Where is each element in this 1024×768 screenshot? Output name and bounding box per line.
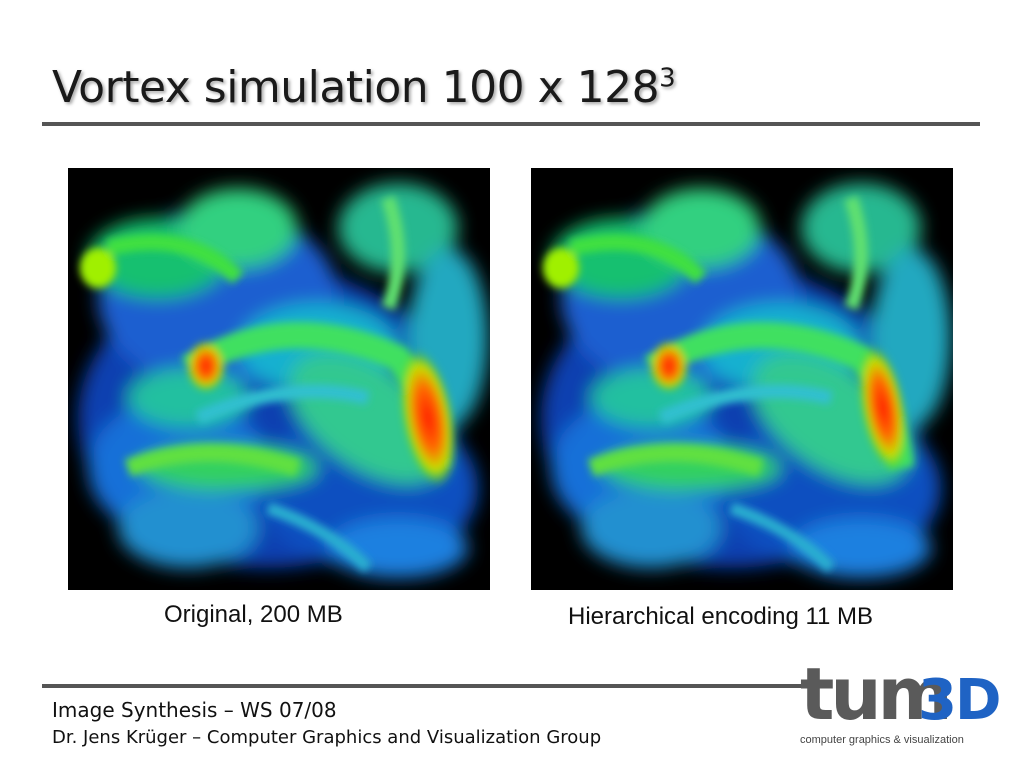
footer-divider <box>42 684 832 688</box>
logo-mark-3d: 3D <box>918 668 1001 733</box>
caption-hierarchical-encoding: Hierarchical encoding 11 MB <box>568 603 874 630</box>
slide-title-exponent: 3 <box>659 63 676 94</box>
logo-mark-tum: tum <box>800 652 953 736</box>
title-divider <box>42 122 980 126</box>
footer-course: Image Synthesis – WS 07/08 <box>52 698 337 722</box>
vortex-render-image <box>531 168 953 590</box>
vortex-render-image <box>68 168 490 590</box>
slide-title-text: Vortex simulation 100 x 128 <box>52 62 660 113</box>
slide-title: Vortex simulation 100 x 1283 <box>52 62 676 113</box>
figure-encoded-render <box>531 168 953 590</box>
figure-original-render <box>68 168 490 590</box>
logo-tagline: computer graphics & visualization <box>800 734 964 746</box>
tum3d-logo: tum 3D computer graphics & visualization <box>796 652 1001 756</box>
footer-author: Dr. Jens Krüger – Computer Graphics and … <box>52 727 602 748</box>
caption-original: Original, 200 MB <box>164 601 343 628</box>
